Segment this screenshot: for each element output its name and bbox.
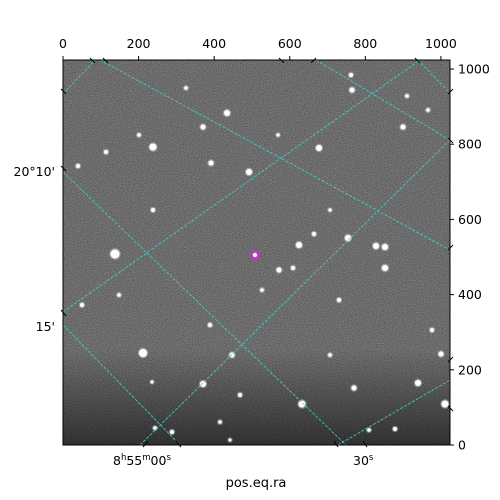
- star: [382, 244, 388, 250]
- star: [224, 110, 230, 116]
- star: [349, 73, 353, 77]
- star: [393, 427, 397, 431]
- star: [430, 328, 434, 332]
- star: [276, 133, 280, 137]
- grid-line: [337, 379, 450, 445]
- star: [208, 323, 212, 327]
- y-tick-label: 400: [458, 287, 482, 302]
- star: [291, 266, 295, 270]
- star: [276, 267, 282, 273]
- star: [426, 108, 430, 112]
- star: [351, 385, 357, 391]
- star: [441, 400, 449, 408]
- y-tick-label: 600: [458, 212, 482, 227]
- star: [260, 288, 264, 292]
- star: [238, 393, 242, 397]
- star: [200, 124, 206, 130]
- grid-line: [63, 60, 96, 95]
- star: [117, 293, 121, 297]
- star: [246, 169, 252, 175]
- star: [149, 143, 157, 151]
- star: [405, 94, 409, 98]
- grid-line: [417, 60, 450, 94]
- star: [151, 208, 155, 212]
- star: [80, 303, 84, 307]
- star: [373, 243, 379, 249]
- star-field: [74, 71, 450, 443]
- star: [200, 381, 206, 387]
- star: [349, 87, 355, 93]
- star: [312, 232, 316, 236]
- ra-tick-label-30s: 30s: [353, 453, 374, 468]
- dec-tick-label-10: 20°10': [14, 164, 56, 179]
- star: [208, 160, 214, 166]
- x-axis-title: pos.eq.ra: [226, 476, 287, 491]
- target-marker: [250, 250, 260, 260]
- grid-line: [63, 60, 421, 313]
- star: [298, 400, 306, 408]
- grid-line: [63, 171, 347, 445]
- y-tick-label: 0: [458, 438, 466, 453]
- x-tick-label: 800: [353, 36, 377, 51]
- star: [438, 351, 444, 357]
- grid-line: [315, 60, 450, 141]
- grid-edge-tick-marks: [89, 57, 454, 412]
- star: [367, 428, 371, 432]
- y-tick-label: 200: [458, 362, 482, 377]
- x-tick-label: 400: [202, 36, 226, 51]
- star: [170, 430, 174, 434]
- star: [184, 86, 188, 90]
- pixel-y-axis: 0 200 400 600 800 1000: [450, 62, 490, 453]
- star: [382, 265, 388, 271]
- star: [328, 208, 332, 212]
- ra-tick-label-55m00s: 8h55m00s: [113, 453, 171, 468]
- grid-line: [99, 60, 450, 251]
- target-star: [252, 252, 258, 258]
- star: [218, 420, 222, 424]
- star: [228, 438, 232, 442]
- star: [76, 164, 80, 168]
- dec-tick-marks: [60, 88, 67, 317]
- sky-edge-fade: [63, 60, 450, 445]
- x-tick-label: 0: [59, 36, 67, 51]
- star: [139, 349, 147, 357]
- pixel-x-axis: 0 200 400 600 800 1000: [59, 36, 457, 60]
- x-tick-label: 1000: [425, 36, 457, 51]
- coordinate-grid: [63, 60, 450, 445]
- star: [150, 380, 154, 384]
- star: [316, 145, 322, 151]
- x-tick-label: 200: [127, 36, 151, 51]
- star: [137, 133, 141, 137]
- star: [104, 150, 108, 154]
- grid-line: [139, 139, 450, 445]
- star: [296, 242, 302, 248]
- star: [415, 380, 421, 386]
- y-tick-label: 800: [458, 137, 482, 152]
- y-tick-label: 1000: [458, 62, 490, 77]
- star: [328, 353, 332, 357]
- dec-tick-label-15: 15': [36, 319, 55, 334]
- plot-frame: [62, 59, 451, 446]
- star: [110, 249, 120, 259]
- x-tick-label: 600: [278, 36, 302, 51]
- star: [337, 298, 341, 302]
- star: [400, 124, 406, 130]
- ra-tick-marks: [142, 440, 368, 448]
